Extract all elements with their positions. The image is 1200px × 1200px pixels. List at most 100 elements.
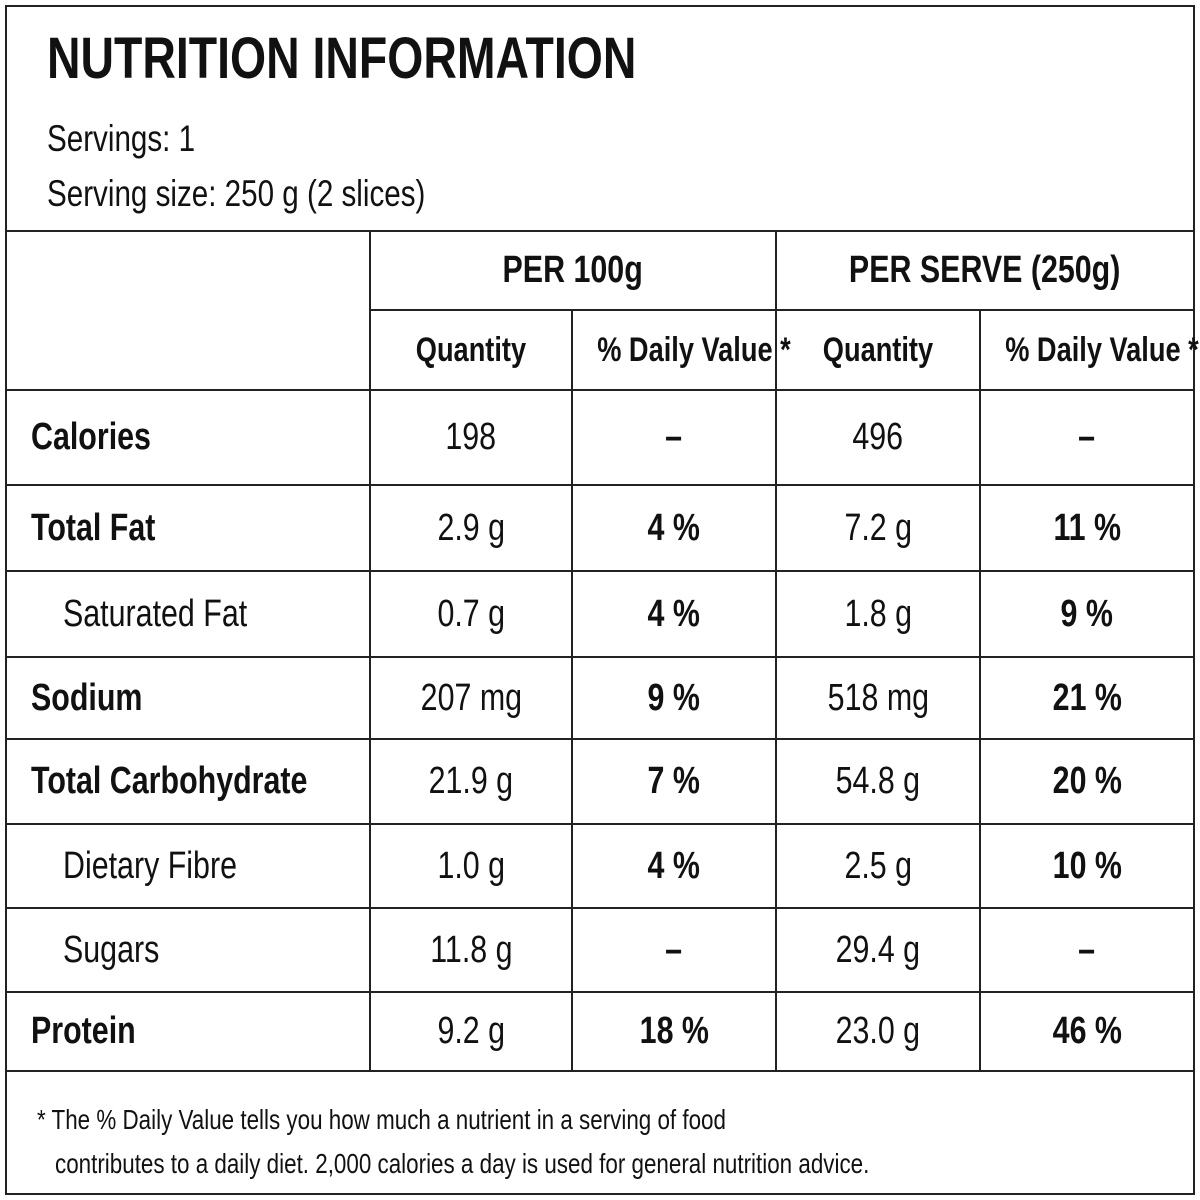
nutrient-label-text: Calories bbox=[31, 416, 151, 458]
quantity-cell: 7.2 g bbox=[775, 484, 981, 572]
quantity-cell: 198 bbox=[369, 389, 573, 486]
quantity: 54.8 g bbox=[835, 760, 921, 802]
sub-header-text: Quantity bbox=[822, 330, 934, 369]
daily-value-cell: 20 % bbox=[979, 738, 1193, 825]
sub-header: % Daily Value * bbox=[979, 309, 1199, 391]
daily-value: 7 % bbox=[647, 760, 701, 802]
daily-value: 46 % bbox=[1052, 1010, 1122, 1052]
nutrient-label-text: Total Fat bbox=[31, 506, 156, 549]
sub-header: % Daily Value * bbox=[571, 309, 791, 391]
sub-header-row: Quantity % Daily Value * Quantity % Daily V… bbox=[7, 309, 1199, 391]
daily-value: – bbox=[665, 416, 683, 458]
daily-value-cell: 4 % bbox=[571, 570, 777, 658]
nutrient-label: Dietary Fibre bbox=[7, 823, 371, 909]
quantity: 23.0 g bbox=[835, 1010, 921, 1052]
group-header: PER 100g bbox=[369, 232, 777, 311]
quantity: 11.8 g bbox=[429, 928, 513, 971]
daily-value-cell: 11 % bbox=[979, 484, 1193, 572]
sub-header-text: % Daily Value * bbox=[597, 330, 791, 369]
table-body: PER 100g PER SERVE (250g) Quantity % Daily … bbox=[7, 232, 1199, 1072]
daily-value-cell: 9 % bbox=[979, 570, 1193, 658]
daily-value-cell: – bbox=[979, 907, 1193, 993]
daily-value-cell: – bbox=[979, 389, 1193, 486]
daily-value: 4 % bbox=[647, 592, 701, 635]
footnote-text: * The % Daily Value tells you how much a… bbox=[37, 1104, 726, 1135]
daily-value: 11 % bbox=[1053, 506, 1121, 549]
nutrient-row: Total Carbohydrate 21.9 g 7 % 54.8 g 20 % bbox=[7, 738, 1193, 825]
daily-value: 9 % bbox=[647, 676, 701, 719]
quantity: 29.4 g bbox=[835, 928, 921, 971]
group-header: PER SERVE (250g) bbox=[775, 232, 1193, 311]
group-header-text: PER SERVE (250g) bbox=[849, 249, 1121, 291]
quantity: 21.9 g bbox=[428, 760, 514, 802]
nutrient-row: Sugars 11.8 g – 29.4 g – bbox=[7, 907, 1193, 993]
serving-size-text: Serving size: 250 g (2 slices) bbox=[47, 173, 426, 214]
quantity: 2.5 g bbox=[844, 844, 912, 887]
header: NUTRITION INFORMATION Servings: 1 Servin… bbox=[7, 7, 1193, 232]
quantity-cell: 2.9 g bbox=[369, 484, 573, 572]
nutrient-label-text: Dietary Fibre bbox=[63, 844, 237, 887]
daily-value-cell: – bbox=[571, 389, 777, 486]
nutrient-label: Protein bbox=[7, 991, 371, 1072]
sub-header-text: Quantity bbox=[415, 330, 527, 369]
nutrient-row: Total Fat 2.9 g 4 % 7.2 g 11 % bbox=[7, 484, 1193, 572]
footnote-line: contributes to a daily diet. 2,000 calor… bbox=[37, 1142, 1193, 1186]
sub-header: Quantity bbox=[775, 309, 981, 391]
servings: Servings: 1 bbox=[47, 111, 1193, 166]
servings-text: Servings: 1 bbox=[47, 118, 196, 159]
quantity: 1.0 g bbox=[437, 844, 505, 887]
nutrient-label-text: Protein bbox=[31, 1010, 136, 1052]
quantity-cell: 207 mg bbox=[369, 656, 573, 740]
nutrient-row: Calories 198 – 496 – bbox=[7, 389, 1193, 486]
corner-cell bbox=[7, 232, 371, 391]
title: NUTRITION INFORMATION bbox=[47, 7, 1193, 89]
quantity: 198 bbox=[445, 416, 497, 458]
quantity-cell: 29.4 g bbox=[775, 907, 981, 993]
daily-value: 10 % bbox=[1052, 844, 1122, 887]
quantity: 207 mg bbox=[420, 676, 522, 719]
quantity-cell: 23.0 g bbox=[775, 991, 981, 1072]
nutrient-label: Calories bbox=[7, 389, 371, 486]
nutrient-label: Saturated Fat bbox=[7, 570, 371, 658]
daily-value-cell: – bbox=[571, 907, 777, 993]
quantity-cell: 11.8 g bbox=[369, 907, 573, 993]
quantity: 0.7 g bbox=[437, 592, 505, 635]
nutrient-row: Dietary Fibre 1.0 g 4 % 2.5 g 10 % bbox=[7, 823, 1193, 909]
nutrient-label: Total Carbohydrate bbox=[7, 738, 371, 825]
quantity: 496 bbox=[852, 416, 904, 458]
footnote: * The % Daily Value tells you how much a… bbox=[7, 1072, 1193, 1186]
daily-value: 4 % bbox=[647, 506, 701, 549]
quantity: 9.2 g bbox=[437, 1010, 505, 1052]
daily-value: 21 % bbox=[1052, 676, 1122, 719]
sub-header: Quantity bbox=[370, 309, 573, 391]
footnote-text: contributes to a daily diet. 2,000 calor… bbox=[55, 1148, 870, 1179]
quantity: 1.8 g bbox=[844, 592, 912, 635]
quantity-cell: 21.9 g bbox=[369, 738, 573, 825]
daily-value: – bbox=[1078, 416, 1096, 458]
group-header-text: PER 100g bbox=[502, 249, 644, 291]
daily-value: – bbox=[1078, 928, 1096, 971]
group-header-row: PER 100g PER SERVE (250g) bbox=[7, 232, 1193, 391]
daily-value-cell: 9 % bbox=[571, 656, 777, 740]
daily-value-cell: 18 % bbox=[571, 991, 777, 1072]
daily-value: 9 % bbox=[1060, 592, 1114, 635]
nutrient-label: Total Fat bbox=[7, 484, 371, 572]
nutrient-label-text: Sodium bbox=[31, 676, 143, 719]
daily-value: – bbox=[665, 928, 683, 971]
footnote-line: * The % Daily Value tells you how much a… bbox=[37, 1098, 1193, 1142]
quantity-cell: 1.8 g bbox=[775, 570, 981, 658]
quantity: 2.9 g bbox=[437, 506, 505, 549]
quantity: 518 mg bbox=[827, 676, 929, 719]
quantity: 7.2 g bbox=[844, 506, 912, 549]
quantity-cell: 1.0 g bbox=[369, 823, 573, 909]
sub-header-text: % Daily Value * bbox=[1005, 330, 1199, 369]
nutrient-label: Sodium bbox=[7, 656, 371, 740]
nutrient-row: Protein 9.2 g 18 % 23.0 g 46 % bbox=[7, 991, 1193, 1072]
daily-value: 4 % bbox=[647, 844, 701, 887]
daily-value: 18 % bbox=[639, 1010, 709, 1052]
nutrient-label: Sugars bbox=[7, 907, 371, 993]
title-text: NUTRITION INFORMATION bbox=[47, 26, 637, 91]
nutrient-label-text: Sugars bbox=[63, 928, 160, 971]
label-panel: NUTRITION INFORMATION Servings: 1 Servin… bbox=[5, 5, 1199, 1195]
